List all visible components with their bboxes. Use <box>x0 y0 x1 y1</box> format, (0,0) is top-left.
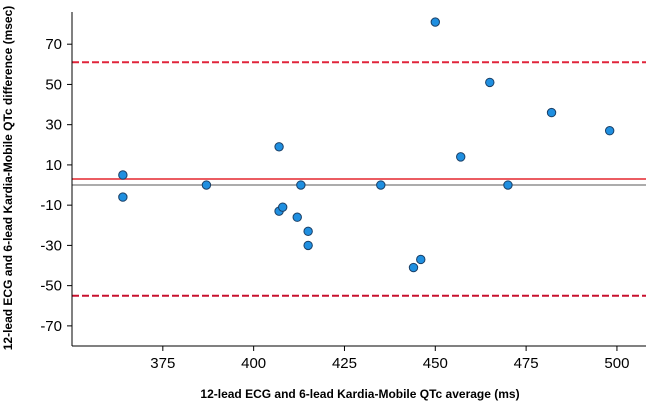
data-point <box>485 77 495 88</box>
data-point <box>430 17 440 27</box>
data-point <box>416 254 426 265</box>
data-point <box>278 202 288 212</box>
y-tick-label: 70 <box>45 36 62 53</box>
data-point <box>456 152 466 162</box>
data-point <box>201 180 212 190</box>
x-axis-title: 12-lead ECG and 6-lead Kardia-Mobile QTc… <box>200 387 519 401</box>
data-point <box>503 180 513 190</box>
data-point <box>296 180 306 190</box>
x-tick-label: 425 <box>332 355 357 372</box>
data-points <box>118 17 615 273</box>
data-point <box>546 107 557 118</box>
y-axis-ticks: 70 50 30 10 -10 -30 -50 -70 <box>40 36 72 335</box>
y-axis-title: 12-lead ECG and 6-lead Kardia-Mobile QTc… <box>1 6 15 351</box>
x-tick-label: 400 <box>241 355 266 372</box>
data-point <box>118 170 128 180</box>
x-tick-label: 500 <box>604 355 629 372</box>
y-tick-label: -70 <box>40 318 62 335</box>
axes <box>71 12 646 347</box>
data-point <box>303 240 313 251</box>
x-axis-ticks: 375 400 425 450 475 500 <box>150 346 629 372</box>
data-point <box>292 212 302 222</box>
x-tick-label: 450 <box>423 355 448 372</box>
x-tick-label: 375 <box>150 355 175 372</box>
data-point <box>376 180 386 190</box>
y-tick-label: 10 <box>45 157 62 174</box>
y-tick-label: 30 <box>45 117 62 134</box>
y-tick-label: -30 <box>40 237 62 254</box>
x-tick-label: 475 <box>514 355 539 372</box>
data-point <box>118 192 128 202</box>
y-tick-label: 50 <box>45 76 62 93</box>
data-point <box>604 126 615 136</box>
reference-lines <box>72 61 646 297</box>
y-tick-label: -10 <box>40 197 62 214</box>
data-point <box>408 262 419 273</box>
data-point <box>274 142 284 152</box>
y-tick-label: -50 <box>40 278 62 295</box>
data-point <box>303 226 313 237</box>
